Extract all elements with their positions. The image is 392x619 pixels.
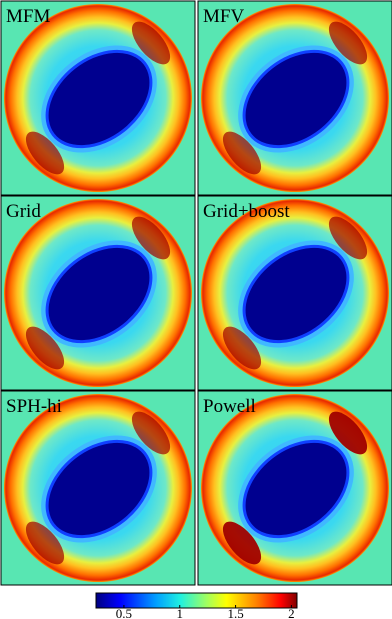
shock-patch (131, 411, 171, 455)
panel-label: Grid (6, 201, 41, 222)
shock-patch (222, 326, 262, 370)
colorbar-tick-label: 1.5 (227, 606, 243, 619)
shock-patch (25, 131, 65, 175)
cavity (45, 49, 153, 149)
panel: MFV (197, 0, 392, 196)
panel: SPH-hi (0, 390, 196, 586)
shock-patch (328, 216, 368, 260)
cavity (45, 244, 153, 344)
shock-patch (222, 521, 262, 565)
cavity (242, 439, 350, 539)
panel-label: Grid+boost (203, 201, 290, 222)
panel: MFM (0, 0, 196, 196)
shock-patch (222, 131, 262, 175)
shock-patch (131, 216, 171, 260)
colorbar-tick-label: 2 (288, 606, 295, 619)
cavity (242, 49, 350, 149)
panel-label: Powell (203, 396, 256, 417)
shock-patch (328, 21, 368, 65)
panels: MFM MFV Grid Grid+boost SPH-hi Powell (0, 0, 392, 586)
panel: Grid+boost (197, 195, 392, 391)
colorbar: 0.5 1 1.5 2 (95, 592, 298, 619)
colorbar-gradient (95, 592, 298, 609)
shock-patch (328, 411, 368, 455)
cavity (45, 439, 153, 539)
shock-patch (25, 326, 65, 370)
panel: Grid (0, 195, 196, 391)
shock-patch (131, 21, 171, 65)
cavity (242, 244, 350, 344)
colorbar-tick-label: 1 (177, 606, 184, 619)
panel: Powell (197, 390, 392, 586)
colorbar-tick-label: 0.5 (116, 606, 132, 619)
panel-label: MFM (6, 6, 50, 27)
shock-patch (25, 521, 65, 565)
panel-label: SPH-hi (6, 396, 62, 417)
panel-label: MFV (203, 6, 244, 27)
